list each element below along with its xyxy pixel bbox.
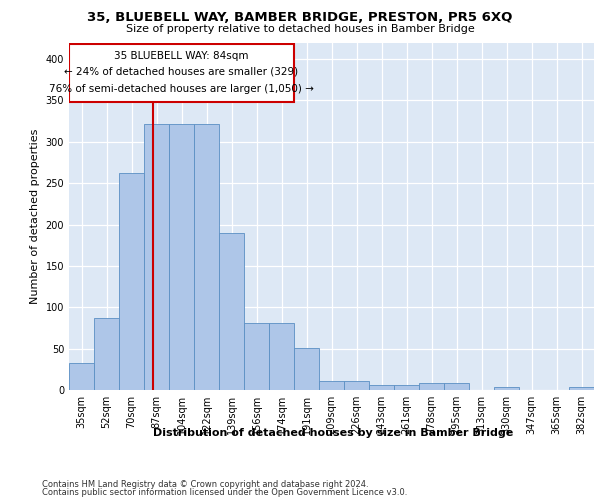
Bar — [369, 385, 394, 390]
Bar — [394, 385, 419, 390]
Bar — [144, 124, 169, 390]
Bar — [419, 384, 444, 390]
Text: 76% of semi-detached houses are larger (1,050) →: 76% of semi-detached houses are larger (… — [49, 84, 314, 94]
Text: 35, BLUEBELL WAY, BAMBER BRIDGE, PRESTON, PR5 6XQ: 35, BLUEBELL WAY, BAMBER BRIDGE, PRESTON… — [88, 11, 512, 24]
Y-axis label: Number of detached properties: Number of detached properties — [30, 128, 40, 304]
Text: Size of property relative to detached houses in Bamber Bridge: Size of property relative to detached ho… — [125, 24, 475, 34]
Text: Contains public sector information licensed under the Open Government Licence v3: Contains public sector information licen… — [42, 488, 407, 497]
Text: Distribution of detached houses by size in Bamber Bridge: Distribution of detached houses by size … — [153, 428, 513, 438]
Bar — [94, 318, 119, 390]
Bar — [69, 44, 294, 102]
Bar — [294, 348, 319, 390]
Bar — [494, 386, 519, 390]
Bar — [319, 381, 344, 390]
Bar — [244, 323, 269, 390]
Bar — [269, 323, 294, 390]
Bar — [119, 173, 144, 390]
Bar — [194, 124, 219, 390]
Bar — [344, 381, 369, 390]
Bar — [219, 233, 244, 390]
Text: Contains HM Land Registry data © Crown copyright and database right 2024.: Contains HM Land Registry data © Crown c… — [42, 480, 368, 489]
Text: ← 24% of detached houses are smaller (329): ← 24% of detached houses are smaller (32… — [64, 67, 299, 77]
Bar — [569, 386, 594, 390]
Bar — [69, 362, 94, 390]
Bar — [444, 384, 469, 390]
Bar — [169, 124, 194, 390]
Text: 35 BLUEBELL WAY: 84sqm: 35 BLUEBELL WAY: 84sqm — [114, 50, 249, 60]
